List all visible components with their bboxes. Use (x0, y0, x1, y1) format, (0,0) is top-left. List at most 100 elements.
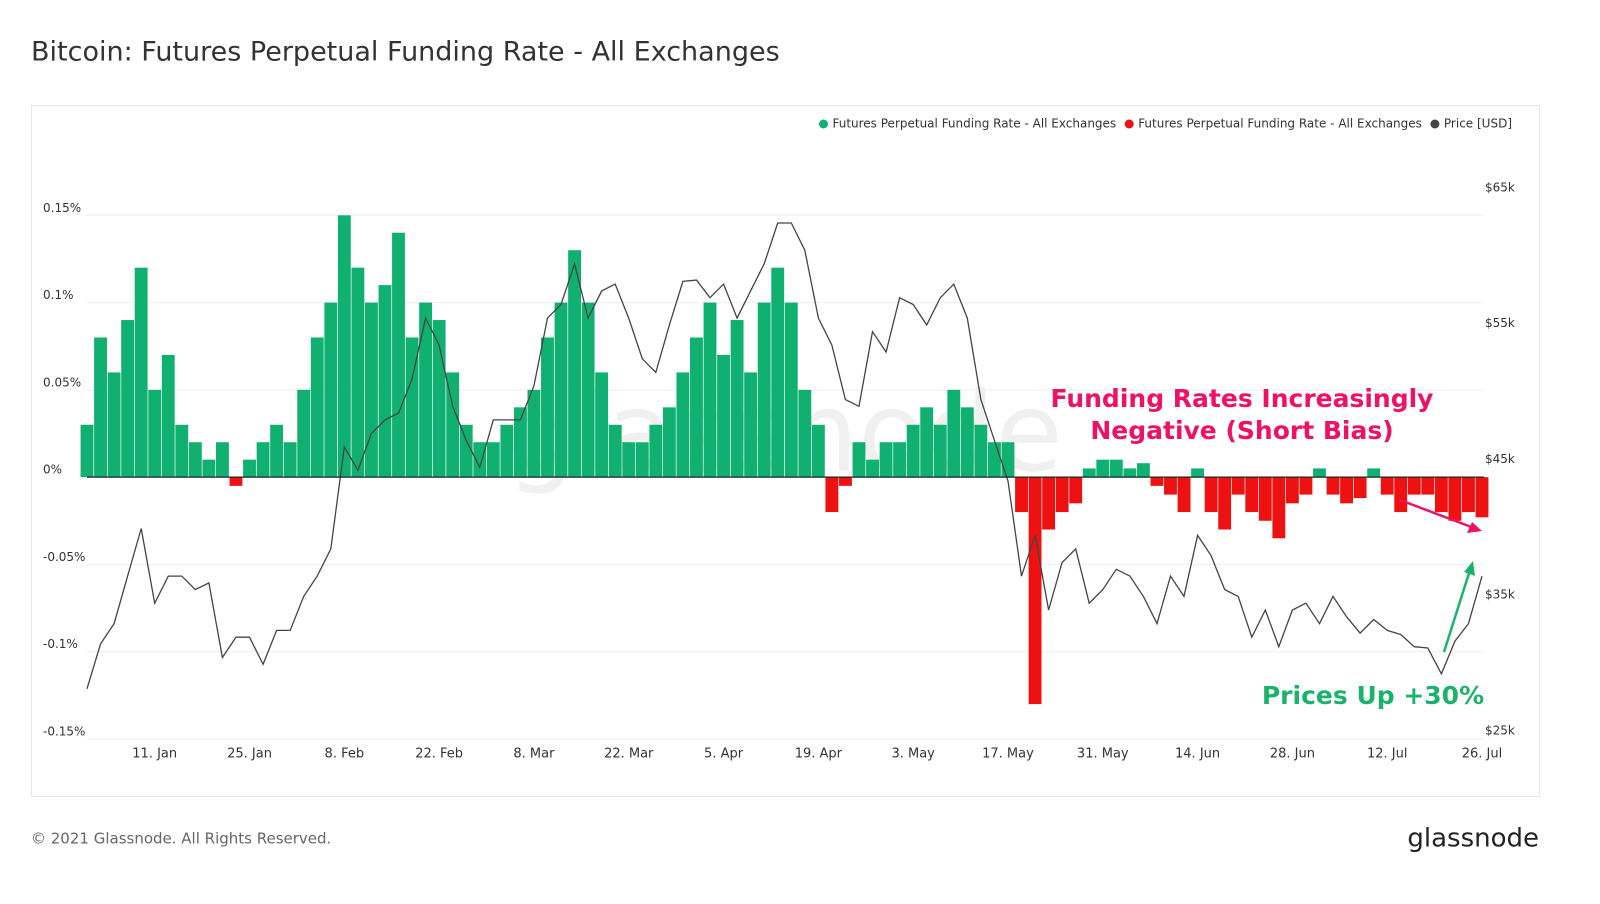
y2-tick-label: $65k (1485, 180, 1515, 194)
legend-swatch (1124, 119, 1134, 129)
funding-bar (1258, 477, 1272, 521)
funding-bar (1204, 477, 1218, 513)
annotation: Funding Rates Increasingly (1051, 384, 1434, 413)
funding-bar (378, 285, 392, 478)
funding-bar (554, 302, 568, 478)
funding-bar (1028, 477, 1042, 705)
funding-bar (107, 372, 121, 478)
legend-label: Futures Perpetual Funding Rate - All Exc… (832, 117, 1116, 131)
funding-bar (1380, 477, 1394, 495)
funding-bar (188, 442, 202, 478)
x-tick-label: 11. Jan (132, 747, 177, 762)
x-tick-label: 22. Mar (604, 747, 654, 762)
funding-bar (243, 459, 256, 478)
funding-bar (1055, 477, 1069, 513)
funding-bar (1015, 477, 1028, 513)
funding-bar (446, 372, 460, 478)
funding-bar (432, 320, 446, 478)
arrow-head (1464, 561, 1475, 576)
x-tick-label: 19. Apr (795, 747, 843, 762)
funding-bar (500, 424, 514, 478)
y-tick-label: -0.15% (43, 725, 85, 739)
funding-bar (703, 302, 717, 478)
funding-bar (527, 389, 541, 478)
funding-bar (1326, 477, 1340, 495)
funding-bar (80, 424, 94, 478)
price-line (86, 222, 1483, 689)
legend-label: Price [USD] (1444, 117, 1512, 131)
x-tick-label: 12. Jul (1367, 747, 1408, 762)
brand-logo: glassnode (1407, 824, 1539, 854)
arrow-down (1399, 498, 1475, 530)
y-tick-label: 0.1% (43, 288, 74, 302)
funding-bar (784, 302, 798, 478)
funding-bar (513, 407, 527, 478)
funding-bar (1340, 477, 1353, 504)
funding-bar (1394, 477, 1408, 513)
funding-bar (798, 389, 812, 478)
funding-bar (1001, 442, 1015, 478)
funding-bar (933, 424, 947, 478)
y2-tick-label: $55k (1485, 316, 1515, 330)
funding-bar (473, 442, 487, 478)
chart-title: Bitcoin: Futures Perpetual Funding Rate … (31, 37, 780, 68)
funding-bar (459, 424, 473, 478)
funding-bar (947, 389, 961, 478)
funding-bar (364, 302, 378, 478)
funding-bar (1109, 459, 1123, 478)
funding-bar (879, 442, 893, 478)
funding-bar (690, 337, 703, 478)
funding-bar (419, 302, 433, 478)
funding-bar (297, 389, 311, 478)
funding-bar (161, 354, 175, 478)
funding-bar (121, 320, 135, 478)
funding-bar (1245, 477, 1259, 513)
funding-bar (1272, 477, 1286, 539)
funding-bar (310, 337, 324, 478)
y-tick-label: -0.05% (43, 550, 85, 564)
funding-bar (1123, 468, 1137, 478)
funding-bar (1421, 477, 1435, 495)
x-tick-label: 31. May (1077, 747, 1129, 762)
funding-bar (1353, 477, 1367, 499)
x-tick-label: 26. Jul (1462, 747, 1503, 762)
y2-tick-label: $35k (1485, 588, 1515, 602)
funding-bar (229, 477, 243, 486)
legend-swatch (1430, 119, 1440, 129)
y2-tick-label: $45k (1485, 452, 1515, 466)
annotation: Negative (Short Bias) (1090, 416, 1393, 445)
funding-bar (1218, 477, 1232, 530)
funding-bar (1231, 477, 1245, 495)
funding-bar (974, 424, 988, 478)
plot-area: glassnode-0.15%-0.1%-0.05%0%0.05%0.1%0.1… (43, 117, 1515, 762)
funding-bar (270, 424, 284, 478)
funding-bar (635, 442, 649, 478)
funding-bar (256, 442, 270, 478)
funding-bar (1462, 477, 1475, 513)
funding-bar (1136, 463, 1150, 478)
y2-tick-label: $25k (1485, 724, 1515, 738)
annotation-arrows (1399, 498, 1482, 653)
funding-bar (351, 267, 365, 478)
funding-bar (662, 407, 676, 478)
funding-bar (324, 302, 338, 478)
funding-bar (595, 372, 609, 478)
funding-bar (676, 372, 690, 478)
y-tick-label: 0% (43, 463, 62, 477)
funding-bar (825, 477, 839, 513)
x-tick-label: 3. May (891, 747, 935, 762)
funding-bar (405, 337, 419, 478)
legend-label: Futures Perpetual Funding Rate - All Exc… (1138, 117, 1422, 131)
funding-bar (649, 424, 663, 478)
funding-bar (1164, 477, 1177, 495)
x-tick-label: 8. Feb (325, 747, 365, 762)
arrow-up (1442, 569, 1472, 653)
funding-bar (283, 442, 297, 478)
x-tick-label: 22. Feb (415, 747, 463, 762)
funding-bar (893, 442, 907, 478)
x-tick-label: 14. Jun (1175, 747, 1220, 762)
x-tick-label: 28. Jun (1270, 747, 1315, 762)
funding-bar (987, 442, 1001, 478)
